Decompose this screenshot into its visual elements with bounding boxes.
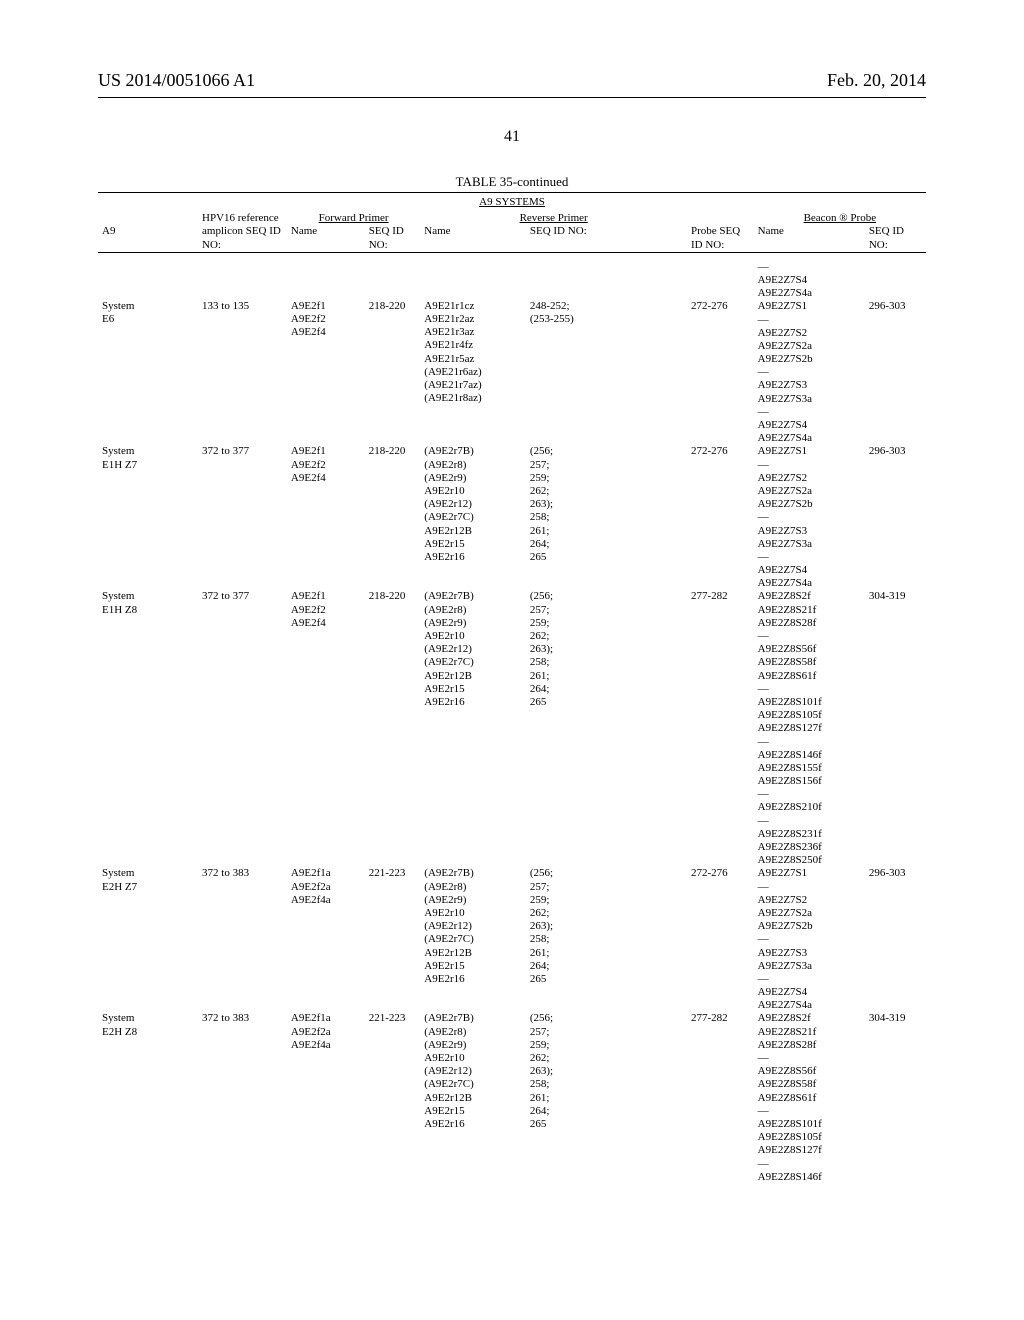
- table-cell: SystemE1H Z8: [98, 590, 198, 867]
- table-cell: SystemE2H Z7: [98, 867, 198, 1012]
- table-row: SystemE1H Z8372 to 377A9E2f1A9E2f2A9E2f4…: [98, 590, 926, 867]
- table-cell: (A9E2r7B)(A9E2r8)(A9E2r9)A9E2r10(A9E2r12…: [420, 590, 526, 867]
- table-cell: A9E2f1A9E2f2A9E2f4: [287, 445, 365, 590]
- table-cell: 272-276: [687, 445, 754, 590]
- table-cell: SystemE2H Z8: [98, 1012, 198, 1183]
- col-a9: A9: [98, 225, 198, 252]
- table-cell: A9E2Z7S1—A9E2Z7S2A9E2Z7S2aA9E2Z7S2b—A9E2…: [754, 867, 865, 1012]
- table-cell: 296-303: [865, 867, 926, 1012]
- col-hpv-ref: HPV16 reference: [198, 212, 287, 225]
- col-rev-header: Reverse Primer: [520, 212, 588, 224]
- table-cell: 372 to 377: [198, 590, 287, 867]
- table-body: SystemE6133 to 135A9E2f1A9E2f2A9E2f4218-…: [98, 252, 926, 1184]
- table-cell: 221-223: [365, 1012, 421, 1183]
- table-cell: 296-303: [865, 445, 926, 590]
- table-cell: A9E21r1czA9E21r2azA9E21r3azA9E21r4fzA9E2…: [420, 252, 526, 445]
- table-cell: SystemE6: [98, 252, 198, 445]
- table-cell: A9E2f1A9E2f2A9E2f4: [287, 252, 365, 445]
- table-row: SystemE2H Z7372 to 383A9E2f1aA9E2f2aA9E2…: [98, 867, 926, 1012]
- col-fwd-header: Forward Primer: [319, 212, 389, 224]
- col-beacon-header: Beacon ® Probe: [804, 212, 877, 224]
- col-probe-seq: Probe SEQ ID NO:: [687, 225, 754, 252]
- table-cell: 272-276: [687, 252, 754, 445]
- table-cell: 304-319: [865, 1012, 926, 1183]
- page-number: 41: [98, 128, 926, 146]
- table-row: SystemE6133 to 135A9E2f1A9E2f2A9E2f4218-…: [98, 252, 926, 445]
- col-beacon-seq: SEQ ID NO:: [865, 225, 926, 252]
- systems-table: A9 SYSTEMS HPV16 reference Forward Prime…: [98, 192, 926, 1184]
- table-cell: 296-303: [865, 252, 926, 445]
- table-cell: (256;257;259;262;263);258;261;264;265: [526, 445, 687, 590]
- table-cell: SystemE1H Z7: [98, 445, 198, 590]
- table-cell: (A9E2r7B)(A9E2r8)(A9E2r9)A9E2r10(A9E2r12…: [420, 1012, 526, 1183]
- table-cell: 372 to 383: [198, 1012, 287, 1183]
- table-cell: A9E2Z8S2fA9E2Z8S21fA9E2Z8S28f—A9E2Z8S56f…: [754, 1012, 865, 1183]
- table-cell: —A9E2Z7S4A9E2Z7S4aA9E2Z7S1—A9E2Z7S2A9E2Z…: [754, 252, 865, 445]
- page-container: US 2014/0051066 A1 Feb. 20, 2014 41 TABL…: [0, 0, 1024, 1320]
- header-left: US 2014/0051066 A1: [98, 70, 255, 91]
- table-cell: (256;257;259;262;263);258;261;264;265: [526, 1012, 687, 1183]
- header-rule: [98, 97, 926, 98]
- table-caption: TABLE 35-continued: [98, 174, 926, 190]
- table-cell: (A9E2r7B)(A9E2r8)(A9E2r9)A9E2r10(A9E2r12…: [420, 867, 526, 1012]
- col-beacon-name: Name: [754, 225, 865, 252]
- table-cell: A9E2f1aA9E2f2aA9E2f4a: [287, 867, 365, 1012]
- col-rev-name: Name: [420, 225, 526, 252]
- table-cell: 248-252;(253-255): [526, 252, 687, 445]
- table-cell: 277-282: [687, 1012, 754, 1183]
- table-cell: 221-223: [365, 867, 421, 1012]
- col-fwd-seq: SEQ ID NO:: [365, 225, 421, 252]
- table-cell: 277-282: [687, 590, 754, 867]
- table-cell: A9E2f1aA9E2f2aA9E2f4a: [287, 1012, 365, 1183]
- table-cell: A9E2f1A9E2f2A9E2f4: [287, 590, 365, 867]
- table-cell: 304-319: [865, 590, 926, 867]
- table-cell: 218-220: [365, 445, 421, 590]
- table-cell: (256;257;259;262;263);258;261;264;265: [526, 590, 687, 867]
- table-row: SystemE1H Z7372 to 377A9E2f1A9E2f2A9E2f4…: [98, 445, 926, 590]
- col-rev-seq: SEQ ID NO:: [526, 225, 687, 252]
- col-amplicon: amplicon SEQ ID NO:: [198, 225, 287, 252]
- table-cell: (256;257;259;262;263);258;261;264;265: [526, 867, 687, 1012]
- table-cell: 218-220: [365, 252, 421, 445]
- table-row: SystemE2H Z8372 to 383A9E2f1aA9E2f2aA9E2…: [98, 1012, 926, 1183]
- table-cell: 372 to 383: [198, 867, 287, 1012]
- col-fwd-name: Name: [287, 225, 365, 252]
- table-cell: A9E2Z8S2fA9E2Z8S21fA9E2Z8S28f—A9E2Z8S56f…: [754, 590, 865, 867]
- header-right: Feb. 20, 2014: [827, 70, 926, 91]
- table-cell: 218-220: [365, 590, 421, 867]
- table-cell: A9E2Z7S1—A9E2Z7S2A9E2Z7S2aA9E2Z7S2b—A9E2…: [754, 445, 865, 590]
- table-cell: (A9E2r7B)(A9E2r8)(A9E2r9)A9E2r10(A9E2r12…: [420, 445, 526, 590]
- table-cell: 272-276: [687, 867, 754, 1012]
- table-subcaption: A9 SYSTEMS: [479, 196, 545, 208]
- table-cell: 133 to 135: [198, 252, 287, 445]
- page-header: US 2014/0051066 A1 Feb. 20, 2014: [98, 70, 926, 91]
- table-cell: 372 to 377: [198, 445, 287, 590]
